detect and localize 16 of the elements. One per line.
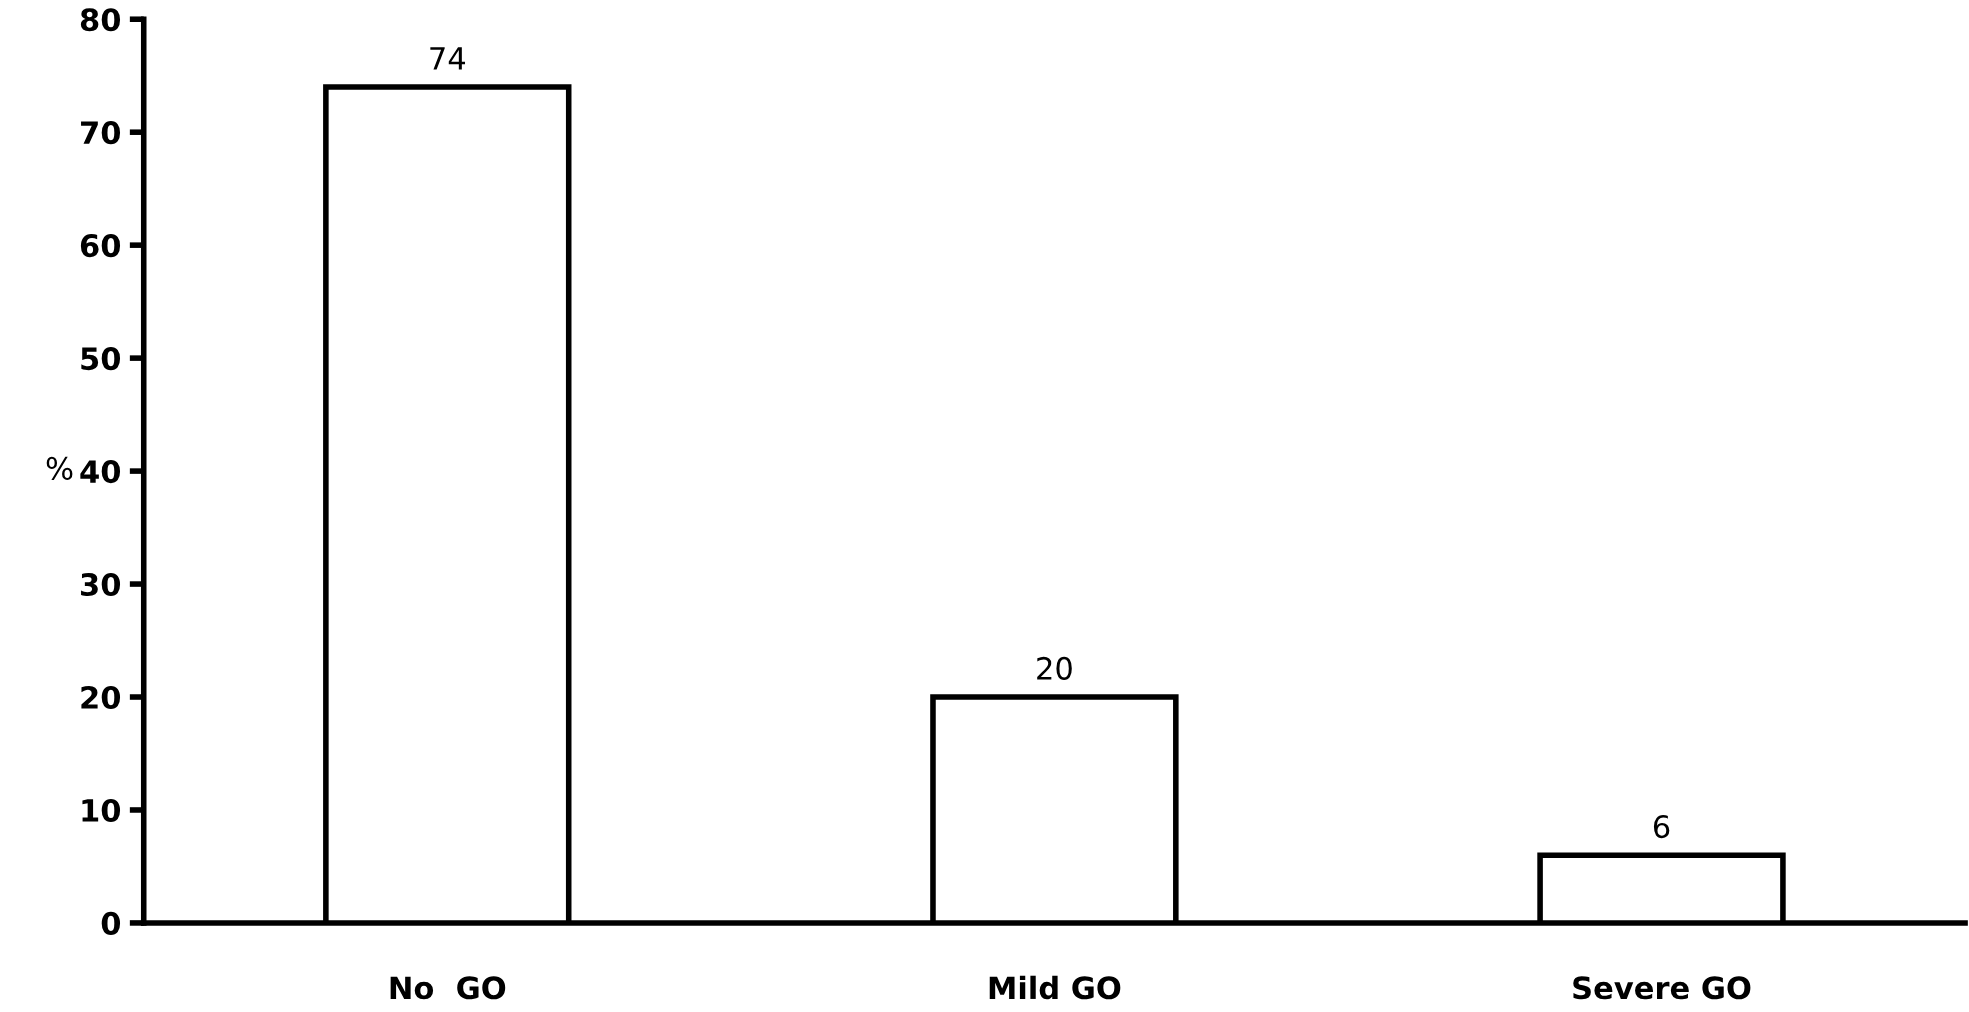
data-label: 6 (1653, 815, 1670, 839)
x-tick-label: Severe GO (1573, 976, 1751, 1000)
x-tick-label: Mild GO (989, 975, 1121, 1000)
data-label: 20 (1037, 656, 1072, 680)
y-tick-label: 10 (82, 798, 121, 823)
y-tick-label: 60 (80, 234, 121, 258)
y-tick-label: 70 (81, 121, 121, 145)
y-tick-label: 40 (80, 460, 121, 484)
y-axis-title: % (46, 456, 73, 480)
y-tick-label: 0 (101, 911, 121, 935)
y-tick-label: 20 (81, 685, 121, 710)
y-tick-label: 30 (81, 572, 121, 597)
data-label: 74 (430, 47, 466, 70)
x-tick-label: No GO (390, 976, 506, 1000)
y-tick-label: 50 (81, 347, 121, 371)
y-tick-label: 80 (80, 8, 121, 32)
